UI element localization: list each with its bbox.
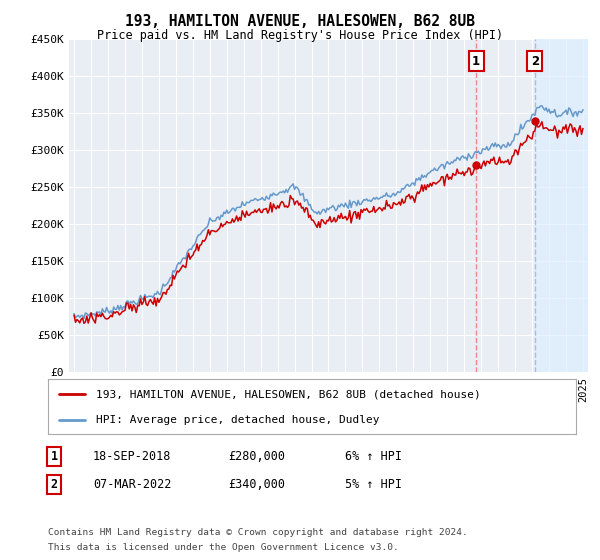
Text: 18-SEP-2018: 18-SEP-2018 — [93, 450, 172, 463]
Text: £280,000: £280,000 — [228, 450, 285, 463]
Text: 2: 2 — [50, 478, 58, 491]
Text: 5% ↑ HPI: 5% ↑ HPI — [345, 478, 402, 491]
Text: Contains HM Land Registry data © Crown copyright and database right 2024.: Contains HM Land Registry data © Crown c… — [48, 528, 468, 536]
Text: 1: 1 — [472, 55, 480, 68]
Text: 07-MAR-2022: 07-MAR-2022 — [93, 478, 172, 491]
Bar — [535, 39, 600, 372]
Text: 1: 1 — [50, 450, 58, 463]
Text: £340,000: £340,000 — [228, 478, 285, 491]
Text: HPI: Average price, detached house, Dudley: HPI: Average price, detached house, Dudl… — [95, 416, 379, 425]
Text: This data is licensed under the Open Government Licence v3.0.: This data is licensed under the Open Gov… — [48, 543, 399, 552]
Text: Price paid vs. HM Land Registry's House Price Index (HPI): Price paid vs. HM Land Registry's House … — [97, 29, 503, 42]
Text: 2: 2 — [531, 55, 539, 68]
Text: 6% ↑ HPI: 6% ↑ HPI — [345, 450, 402, 463]
Text: 193, HAMILTON AVENUE, HALESOWEN, B62 8UB (detached house): 193, HAMILTON AVENUE, HALESOWEN, B62 8UB… — [95, 390, 480, 399]
Text: 193, HAMILTON AVENUE, HALESOWEN, B62 8UB: 193, HAMILTON AVENUE, HALESOWEN, B62 8UB — [125, 14, 475, 29]
